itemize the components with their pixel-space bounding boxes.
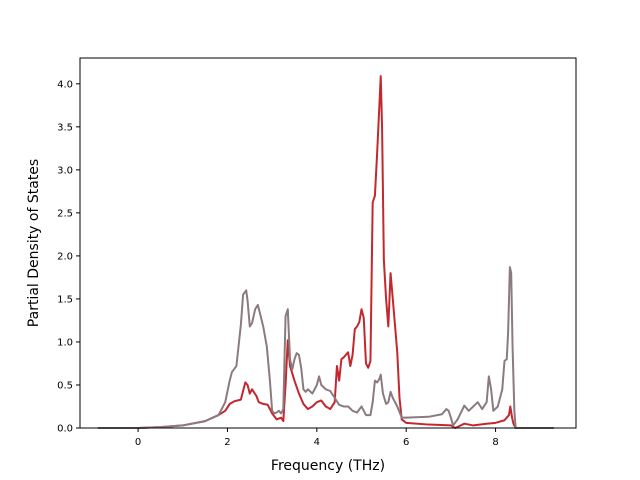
y-tick-label: 1.0 [57, 337, 73, 348]
series-layer [97, 75, 554, 429]
y-tick-label: 0.5 [57, 380, 73, 391]
series-line-2 [97, 266, 554, 429]
series-line-1 [97, 75, 554, 429]
y-tick-label: 0.0 [57, 424, 73, 435]
y-tick-label: 3.5 [57, 122, 73, 133]
y-tick-label: 2.0 [57, 251, 73, 262]
plot-frame [79, 57, 577, 429]
tick-layer: 0 2 4 6 8 0.0 0.5 1.0 1.5 2.0 2.5 3.0 3.5 4.0 [57, 79, 499, 448]
y-axis-label: Partial Density of States [26, 159, 42, 327]
y-tick-label: 3.0 [57, 165, 73, 176]
y-tick-label: 4.0 [57, 79, 73, 90]
x-axis-label: Frequency (THz) [271, 458, 385, 474]
x-tick-label: 4 [314, 437, 320, 448]
x-tick-label: 8 [492, 437, 498, 448]
x-tick-label: 6 [403, 437, 409, 448]
x-tick-label: 2 [224, 437, 230, 448]
y-tick-label: 2.5 [57, 208, 73, 219]
y-tick-label: 1.5 [57, 294, 73, 305]
x-tick-label: 0 [135, 437, 141, 448]
